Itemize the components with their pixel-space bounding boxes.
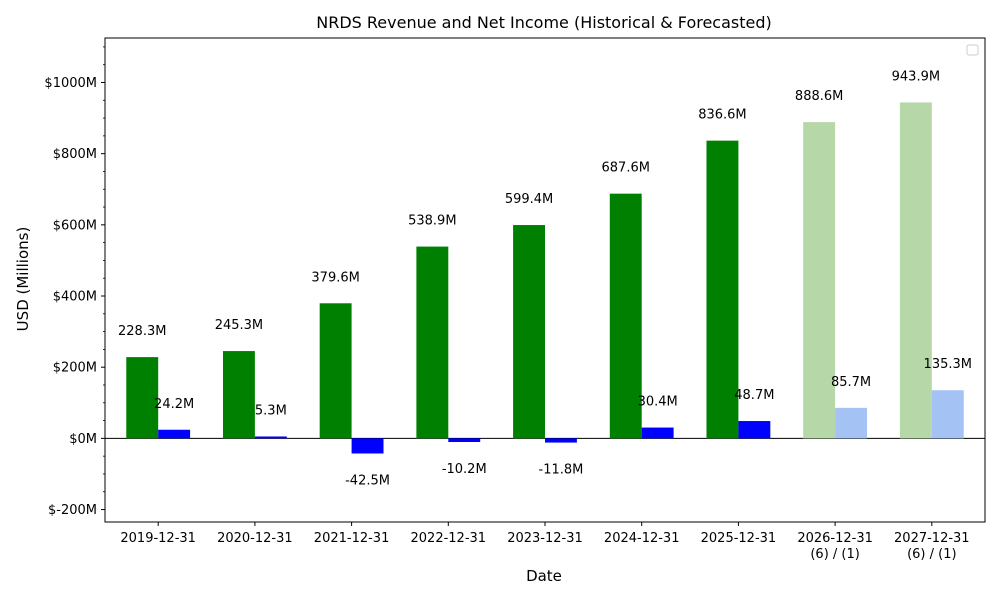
y-tick-label: $1000M <box>44 76 97 91</box>
net_income-data-label: 24.2M <box>154 397 194 412</box>
chart-title: NRDS Revenue and Net Income (Historical … <box>316 13 772 32</box>
x-tick-label: 2022-12-31 <box>411 531 487 546</box>
y-tick-label: $0M <box>69 432 97 447</box>
net_income-data-label: 48.7M <box>734 388 774 403</box>
net_income-bar <box>738 421 771 439</box>
revenue-data-label: 379.6M <box>311 270 359 285</box>
y-tick-label: $600M <box>53 218 97 233</box>
net_income-bar <box>931 390 964 439</box>
revenue-bar <box>319 303 352 439</box>
revenue-bar <box>803 122 836 439</box>
y-tick-label: $400M <box>53 290 97 305</box>
net_income-bar <box>641 427 674 439</box>
revenue-data-label: 228.3M <box>118 324 166 339</box>
net_income-bar <box>351 438 384 454</box>
net_income-data-label: -10.2M <box>442 462 487 477</box>
x-tick-label: (6) / (1) <box>810 547 859 562</box>
x-tick-label: 2019-12-31 <box>120 531 196 546</box>
net_income-bar <box>448 438 481 442</box>
revenue-data-label: 943.9M <box>892 69 940 84</box>
revenue-bar <box>609 193 642 439</box>
net_income-bar <box>545 438 577 443</box>
net_income-data-label: 30.4M <box>638 395 678 410</box>
x-tick-label: 2023-12-31 <box>507 531 583 546</box>
legend-box <box>966 44 979 56</box>
net_income-data-label: -11.8M <box>539 463 584 478</box>
net_income-data-label: -42.5M <box>345 473 390 488</box>
revenue-bar <box>416 246 449 439</box>
revenue-data-label: 687.6M <box>602 161 650 176</box>
revenue-data-label: 888.6M <box>795 89 843 104</box>
y-axis-title: USD (Millions) <box>14 227 32 332</box>
net_income-bar <box>158 429 191 439</box>
revenue-bar <box>126 357 159 439</box>
revenue-data-label: 836.6M <box>698 108 746 123</box>
y-tick-label: $800M <box>53 147 97 162</box>
data-labels: 228.3M 245.3M 379.6M 538.9M 599.4M 687.6M 836.… <box>118 69 972 488</box>
x-axis-title: Date <box>526 567 562 585</box>
revenue-bar <box>706 140 739 439</box>
y-tick-label: $-200M <box>48 503 97 518</box>
x-tick-label: 2027-12-31 <box>894 531 970 546</box>
bar-group <box>126 102 964 454</box>
net_income-bar <box>254 436 287 439</box>
net_income-data-label: 85.7M <box>831 375 871 390</box>
x-tick-label: (6) / (1) <box>907 547 956 562</box>
net_income-data-label: 135.3M <box>924 357 972 372</box>
revenue-data-label: 599.4M <box>505 192 553 207</box>
revenue-bar <box>899 102 932 439</box>
y-tick-label: $200M <box>53 361 97 376</box>
x-tick-label: 2021-12-31 <box>314 531 390 546</box>
revenue-bar <box>222 351 255 439</box>
x-tick-label: 2024-12-31 <box>604 531 680 546</box>
net_income-bar <box>835 407 868 439</box>
revenue-data-label: 245.3M <box>215 318 263 333</box>
net_income-data-label: 5.3M <box>255 403 287 418</box>
revenue-data-label: 538.9M <box>408 214 456 229</box>
x-tick-label: 2026-12-31 <box>797 531 873 546</box>
revenue-bar <box>513 225 545 439</box>
axes: $-200M $0M $200M $400M $600M $800M $1000M 2019-… <box>44 37 986 562</box>
x-tick-label: 2020-12-31 <box>217 531 293 546</box>
x-tick-label: 2025-12-31 <box>701 531 777 546</box>
